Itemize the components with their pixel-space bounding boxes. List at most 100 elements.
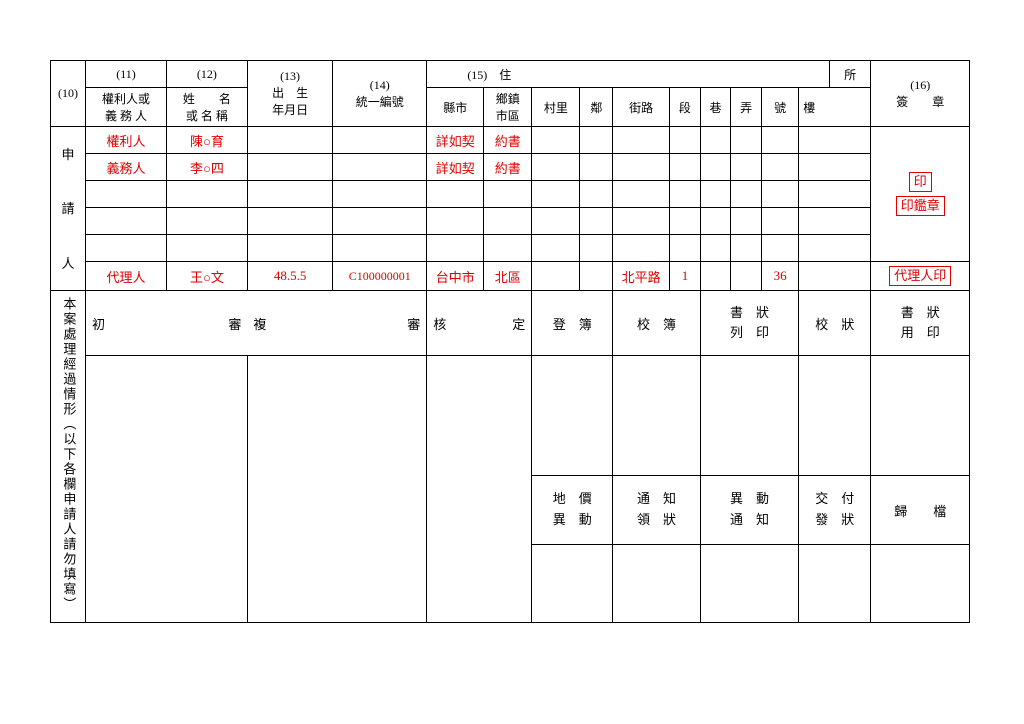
hdr-party-1: 權利人或 <box>102 92 150 106</box>
r3-uid <box>333 208 427 235</box>
r4-village <box>532 235 580 262</box>
hdr-road: 街路 <box>613 88 670 127</box>
r3-name <box>166 208 247 235</box>
r1-party: 義務人 <box>86 154 167 181</box>
p-shen2: 審 <box>333 291 427 356</box>
r1-floor <box>799 154 871 181</box>
r4-uid <box>333 235 427 262</box>
r2-neighbor <box>580 181 613 208</box>
r2-floor <box>799 181 871 208</box>
p-he: 核 <box>427 291 484 356</box>
registration-form-table: (10) (11) (12) (13) 出 生 年月日 (14) 統一編號 (1… <box>50 60 970 623</box>
r3-village <box>532 208 580 235</box>
p-jiaozhuang: 校 狀 <box>799 291 871 356</box>
r1-county: 詳如契 <box>427 154 484 181</box>
p-fu: 複 <box>247 291 332 356</box>
seal-yin: 印 <box>909 172 932 192</box>
hdr-name: 姓 名 或 名 稱 <box>166 88 247 127</box>
r0-alley <box>731 127 762 154</box>
hdr-13: (13) 出 生 年月日 <box>247 61 332 127</box>
r5-section: 1 <box>670 262 701 291</box>
p-yidong-1: 異 動 <box>730 491 769 506</box>
p-blank-jiaobu <box>613 356 701 476</box>
r0-neighbor <box>580 127 613 154</box>
r3-birth <box>247 208 332 235</box>
p-jiaofu-2: 發 狀 <box>815 512 854 527</box>
r5-alley <box>731 262 762 291</box>
seal-area-agent: 代理人印 <box>871 262 970 291</box>
p-blank-chushen <box>86 356 248 623</box>
r5-village <box>532 262 580 291</box>
r1-town: 約書 <box>484 154 532 181</box>
r2-number <box>762 181 799 208</box>
r0-uid <box>333 127 427 154</box>
r1-birth <box>247 154 332 181</box>
hdr-14-num: (14) <box>370 78 390 92</box>
r0-road <box>613 127 670 154</box>
hdr-section: 段 <box>670 88 701 127</box>
p-jiaofu: 交 付 發 狀 <box>799 476 871 544</box>
p-yidong: 異 動 通 知 <box>700 476 798 544</box>
hdr-town-1: 鄉鎮 <box>496 92 520 106</box>
hdr-birth-2: 年月日 <box>272 103 308 117</box>
r2-name <box>166 181 247 208</box>
r4-neighbor <box>580 235 613 262</box>
r4-town <box>484 235 532 262</box>
r4-number <box>762 235 799 262</box>
process-side-label-text: 本案處理經過情形（以下各欄申請人請勿填寫） <box>58 297 79 612</box>
r3-road <box>613 208 670 235</box>
r5-uid: C100000001 <box>333 262 427 291</box>
hdr-town-2: 市區 <box>496 109 520 123</box>
r1-section <box>670 154 701 181</box>
hdr-12: (12) <box>166 61 247 88</box>
r5-road: 北平路 <box>613 262 670 291</box>
r5-town: 北區 <box>484 262 532 291</box>
r1-name: 李○四 <box>166 154 247 181</box>
p-jiaobu: 校 簿 <box>613 291 701 356</box>
r0-birth <box>247 127 332 154</box>
r2-lane <box>700 181 731 208</box>
applicant-label-shen: 申 <box>51 127 86 181</box>
r1-number <box>762 154 799 181</box>
form-table-wrapper: (10) (11) (12) (13) 出 生 年月日 (14) 統一編號 (1… <box>50 60 970 623</box>
p-blank-tongzhi <box>613 544 701 623</box>
hdr-16: (16) 簽 章 <box>871 61 970 127</box>
r4-floor <box>799 235 871 262</box>
r0-village <box>532 127 580 154</box>
r0-floor <box>799 127 871 154</box>
p-blank-dijia <box>532 544 613 623</box>
p-shuzhuangyy: 書 狀 用 印 <box>871 291 970 356</box>
p-shuzhuang-2: 列 印 <box>730 325 769 340</box>
hdr-name-2: 或 名 稱 <box>186 109 228 123</box>
p-shuzhuang: 書 狀 列 印 <box>700 291 798 356</box>
r4-name <box>166 235 247 262</box>
hdr-11: (11) <box>86 61 167 88</box>
hdr-number: 號 <box>762 88 799 127</box>
r5-number: 36 <box>762 262 799 291</box>
r0-party: 權利人 <box>86 127 167 154</box>
p-chu: 初 <box>86 291 167 356</box>
r1-alley <box>731 154 762 181</box>
hdr-uid: 統一編號 <box>356 95 404 109</box>
r4-section <box>670 235 701 262</box>
p-blank-jiaozhuang <box>799 356 871 476</box>
p-yidong-2: 通 知 <box>730 512 769 527</box>
r5-county: 台中市 <box>427 262 484 291</box>
r4-birth <box>247 235 332 262</box>
r2-uid <box>333 181 427 208</box>
p-guidang: 歸 檔 <box>871 476 970 544</box>
p-ding: 定 <box>484 291 532 356</box>
r3-neighbor <box>580 208 613 235</box>
r1-uid <box>333 154 427 181</box>
r3-floor <box>799 208 871 235</box>
p-tongzhi-1: 通 知 <box>637 491 676 506</box>
r3-town <box>484 208 532 235</box>
r0-section <box>670 127 701 154</box>
r2-road <box>613 181 670 208</box>
hdr-floor: 樓 <box>799 88 871 127</box>
p-shuzhuangyy-1: 書 狀 <box>901 305 940 320</box>
p-dijia: 地 價 異 動 <box>532 476 613 544</box>
hdr-13-num: (13) <box>280 69 300 83</box>
r1-neighbor <box>580 154 613 181</box>
hdr-10: (10) <box>51 61 86 127</box>
